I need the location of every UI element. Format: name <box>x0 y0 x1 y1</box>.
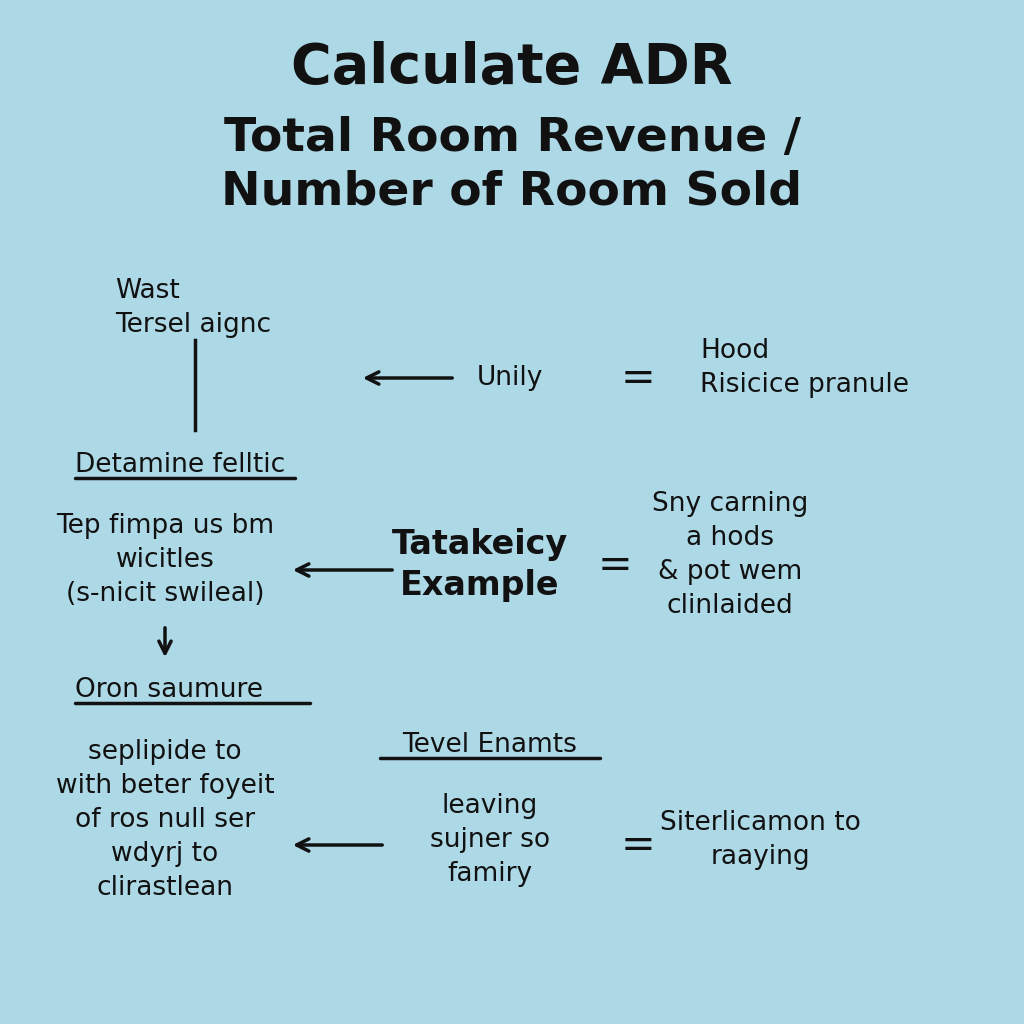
Text: Detamine felltic: Detamine felltic <box>75 452 286 478</box>
Text: Tatakeicy
Example: Tatakeicy Example <box>392 528 568 602</box>
Text: Tevel Enamts: Tevel Enamts <box>402 732 578 758</box>
FancyBboxPatch shape <box>10 10 1014 1014</box>
Text: =: = <box>598 544 633 586</box>
Text: Wast
Tersel aignc: Wast Tersel aignc <box>115 278 271 338</box>
Text: Oron saumure: Oron saumure <box>75 677 263 703</box>
Text: =: = <box>621 357 655 399</box>
Text: Hood
Risicice pranule: Hood Risicice pranule <box>700 338 909 398</box>
Text: Sny carning
a hods
& pot wem
clinlaided: Sny carning a hods & pot wem clinlaided <box>652 490 808 618</box>
Text: leaving
sujner so
famiry: leaving sujner so famiry <box>430 793 550 887</box>
Text: Calculate ADR: Calculate ADR <box>291 41 733 95</box>
Text: Siterlicamon to
raaying: Siterlicamon to raaying <box>659 810 860 870</box>
Text: Tep fimpa us bm
wicitles
(s-nicit swileal): Tep fimpa us bm wicitles (s-nicit swilea… <box>56 513 274 607</box>
Text: =: = <box>621 824 655 866</box>
Text: Total Room Revenue /
Number of Room Sold: Total Room Revenue / Number of Room Sold <box>221 116 803 214</box>
Text: seplipide to
with beter foyeit
of ros null ser
wdyrj to
clirastlean: seplipide to with beter foyeit of ros nu… <box>55 739 274 901</box>
Text: Unily: Unily <box>477 365 543 391</box>
